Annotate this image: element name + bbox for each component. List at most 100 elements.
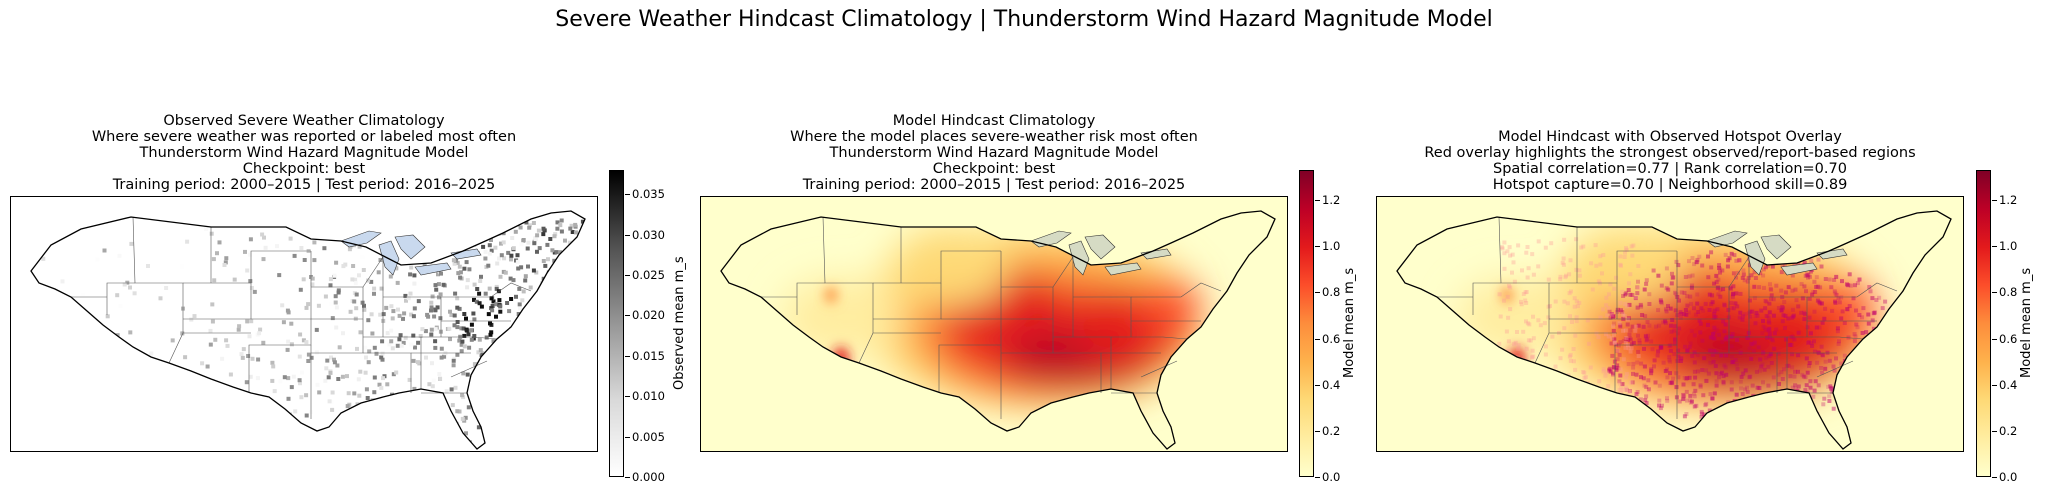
observation-cell <box>430 294 435 299</box>
hotspot-cell <box>1546 277 1551 282</box>
hotspot-cell <box>1728 286 1733 291</box>
hotspot-cell <box>1803 312 1808 317</box>
hotspot-cell <box>1625 304 1630 309</box>
hotspot-cell <box>1761 267 1766 272</box>
hotspot-cell <box>1747 263 1752 268</box>
hotspot-cell <box>1737 258 1742 262</box>
hotspot-cell <box>1624 387 1629 392</box>
observation-cell <box>385 331 390 336</box>
hotspot-cell <box>1839 316 1844 321</box>
colorbar-tick-label: 0.035 <box>625 187 665 202</box>
hotspot-cell <box>1558 277 1563 282</box>
observation-cell <box>567 240 572 245</box>
observation-cell <box>329 400 334 404</box>
observation-cell <box>237 324 242 329</box>
hotspot-cell <box>1502 240 1507 245</box>
hotspot-cell <box>1803 388 1808 393</box>
hotspot-cell <box>1530 355 1534 360</box>
hotspot-cell <box>1696 310 1701 314</box>
hotspot-cell <box>1642 364 1647 369</box>
hotspot-cell <box>1601 367 1606 372</box>
state-border-line <box>1052 256 1074 288</box>
observation-cell <box>212 278 217 283</box>
observation-cell <box>330 316 335 321</box>
hotspot-cell <box>1799 310 1804 315</box>
observation-cell <box>478 279 483 283</box>
hotspot-cell <box>1572 304 1577 309</box>
observation-cell <box>531 221 536 225</box>
hotspot-cell <box>1616 343 1621 348</box>
observation-cell <box>281 320 286 325</box>
state-border-line <box>873 250 1001 284</box>
hotspot-cell <box>1823 366 1828 371</box>
observation-cell <box>487 243 492 248</box>
hotspot-cell <box>1760 331 1765 336</box>
observation-cell <box>298 287 303 292</box>
hotspot-cell <box>1619 263 1623 268</box>
hotspot-cell <box>1670 318 1675 322</box>
hotspot-cell <box>1647 323 1652 328</box>
observation-cell <box>280 303 285 308</box>
hotspot-cell <box>1626 346 1631 351</box>
hotspot-cell <box>1880 306 1885 311</box>
map-svg <box>1377 197 1963 451</box>
hotspot-cell <box>1808 379 1813 384</box>
hotspot-cell <box>1766 364 1771 369</box>
observation-cell <box>248 279 253 284</box>
hotspot-cell <box>1828 384 1833 389</box>
hotspot-cell <box>1673 308 1678 313</box>
hotspot-cell <box>1709 265 1714 270</box>
map-background <box>11 197 597 451</box>
observation-cell <box>248 374 253 379</box>
hotspot-cell <box>1615 309 1620 314</box>
hotspot-cell <box>1758 271 1763 276</box>
hotspot-cell <box>1699 414 1704 419</box>
observation-cell <box>412 306 417 311</box>
observation-cell <box>249 319 254 324</box>
hotspot-cell <box>1703 301 1708 306</box>
hotspot-cell <box>1497 341 1502 346</box>
hotspot-cell <box>1637 341 1642 346</box>
hotspot-cell <box>1571 359 1576 364</box>
hotspot-cell <box>1702 412 1707 417</box>
hotspot-cell <box>1692 369 1697 374</box>
observation-cell <box>430 384 435 389</box>
observation-cell <box>563 238 567 243</box>
hotspot-cell <box>1730 332 1735 336</box>
hotspot-cell <box>1644 401 1649 406</box>
observation-cell <box>521 289 526 294</box>
observation-cell <box>487 286 492 291</box>
hotspot-cell <box>1814 275 1819 280</box>
hotspot-cell <box>1790 273 1795 278</box>
observation-cell <box>488 332 493 337</box>
hotspot-cell <box>1702 356 1707 361</box>
observation-cell <box>510 236 515 240</box>
hotspot-cell <box>1860 315 1864 320</box>
hotspot-cell <box>1628 272 1633 277</box>
hotspot-cell <box>1688 294 1693 299</box>
observation-cell <box>376 270 381 275</box>
hotspot-cell <box>1701 308 1705 313</box>
colorbar-tick-label: 0.000 <box>625 470 665 484</box>
hotspot-cell <box>1649 368 1654 373</box>
hotspot-cell <box>1872 310 1877 315</box>
hotspot-cell <box>1664 266 1669 271</box>
hotspot-cell <box>1668 306 1673 311</box>
observation-cell <box>128 330 133 335</box>
hotspot-cell <box>1774 283 1779 288</box>
hotspot-cell <box>1771 313 1776 318</box>
hotspot-cell <box>1692 391 1696 396</box>
observation-cell <box>367 349 372 354</box>
observation-cell <box>420 327 425 332</box>
hotspot-cell <box>1689 328 1694 333</box>
hotspot-cell <box>1735 304 1740 309</box>
observation-cell <box>487 251 492 256</box>
observation-cell <box>502 256 507 261</box>
hotspot-cell <box>1612 286 1617 291</box>
hotspot-cell <box>1623 336 1628 341</box>
observation-cell <box>179 264 184 269</box>
hotspot-cell <box>1743 387 1747 392</box>
observation-cell <box>537 246 542 251</box>
hotspot-cell <box>1766 383 1771 388</box>
observation-cell <box>286 376 291 381</box>
